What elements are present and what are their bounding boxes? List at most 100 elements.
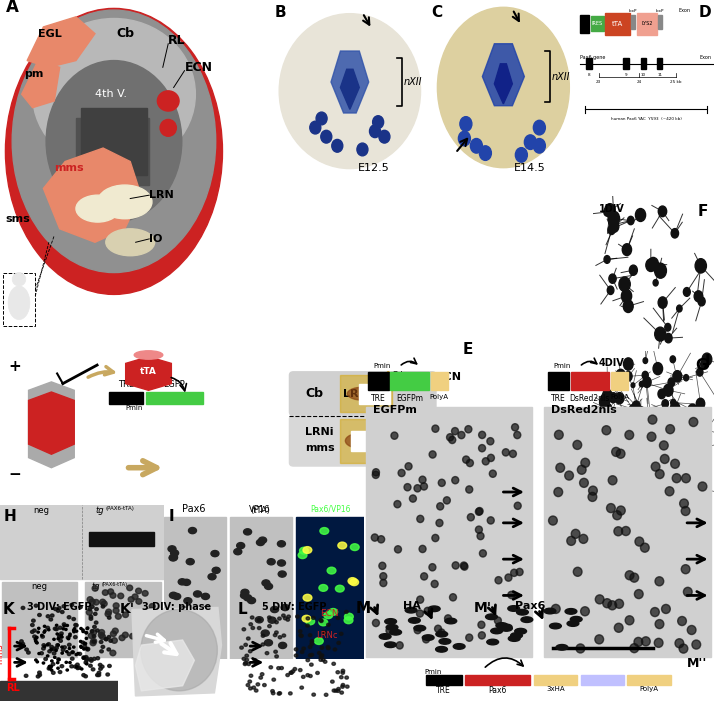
Polygon shape [29,382,74,468]
Text: Pax6: Pax6 [488,686,507,695]
Circle shape [396,641,403,649]
Circle shape [693,456,698,463]
Circle shape [248,650,252,653]
Circle shape [495,577,502,584]
Circle shape [102,590,109,595]
Circle shape [283,617,287,620]
Circle shape [44,625,46,627]
Bar [146,392,203,404]
Circle shape [422,635,434,641]
Circle shape [100,650,104,653]
Circle shape [668,378,675,386]
Circle shape [683,287,690,297]
Circle shape [603,403,612,414]
Circle shape [479,550,486,557]
Circle shape [96,657,99,660]
Circle shape [149,604,155,609]
Text: 10: 10 [641,73,646,77]
Circle shape [105,637,108,641]
Circle shape [149,610,155,615]
Circle shape [319,619,328,626]
Circle shape [482,458,489,465]
Circle shape [443,497,451,504]
Circle shape [514,502,521,510]
Circle shape [179,607,187,613]
Ellipse shape [98,185,152,219]
Circle shape [600,396,609,409]
Circle shape [700,360,708,369]
Circle shape [404,484,411,491]
Circle shape [380,579,387,587]
Circle shape [86,663,88,665]
Circle shape [660,426,666,435]
Circle shape [438,629,445,637]
Circle shape [33,629,36,632]
Circle shape [254,689,258,692]
Circle shape [453,644,465,649]
Circle shape [99,629,104,635]
Ellipse shape [346,433,376,449]
Circle shape [87,597,93,602]
Text: sms: sms [6,214,30,224]
Circle shape [69,635,71,637]
Circle shape [678,616,686,625]
Circle shape [341,685,344,688]
Circle shape [278,617,281,620]
Circle shape [277,667,281,669]
Circle shape [108,665,111,667]
Circle shape [81,668,83,670]
Circle shape [670,356,675,362]
Circle shape [106,673,109,676]
Circle shape [380,573,387,580]
Circle shape [314,638,323,644]
Circle shape [515,628,526,634]
Circle shape [615,393,624,404]
Circle shape [84,655,88,659]
Circle shape [619,481,625,489]
Circle shape [679,644,688,653]
Circle shape [689,418,698,426]
Circle shape [324,693,328,696]
Circle shape [278,692,281,695]
Circle shape [111,638,117,644]
Circle shape [641,460,645,465]
Polygon shape [341,69,359,109]
Circle shape [82,656,86,659]
Bar [426,675,461,685]
Circle shape [670,402,680,414]
Text: 4DIV: 4DIV [598,358,625,368]
Circle shape [373,116,383,128]
Text: pm: pm [24,69,44,79]
Text: M: M [356,601,371,616]
Bar [580,15,589,33]
Bar [610,372,628,390]
Circle shape [630,644,638,653]
Circle shape [99,663,102,667]
Circle shape [56,609,60,612]
Circle shape [278,560,286,566]
Circle shape [66,636,70,639]
Circle shape [44,658,47,660]
Circle shape [254,661,258,664]
Circle shape [466,486,473,493]
Circle shape [398,470,405,477]
Circle shape [36,642,38,644]
Circle shape [655,577,664,586]
Circle shape [204,627,212,633]
Circle shape [306,618,315,625]
Circle shape [80,646,82,648]
Circle shape [181,610,189,616]
Circle shape [91,639,96,644]
Circle shape [446,434,453,441]
Circle shape [183,579,191,585]
Circle shape [77,653,79,655]
Circle shape [95,608,99,611]
Circle shape [633,478,640,486]
Circle shape [698,482,707,491]
Circle shape [421,573,428,580]
Circle shape [405,463,412,470]
Circle shape [48,629,50,631]
Bar [548,372,569,390]
Circle shape [294,648,298,651]
Circle shape [51,660,53,662]
